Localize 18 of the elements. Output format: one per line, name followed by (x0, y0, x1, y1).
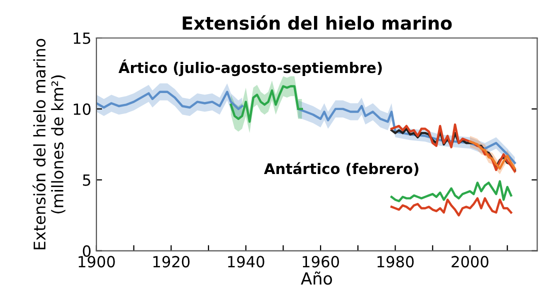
annotation: Ártico (julio-agosto-septiembre) (118, 59, 382, 76)
x-tick-label: 1980 (378, 256, 414, 268)
x-tick-label: 1960 (302, 256, 339, 268)
line-series (230, 85, 303, 123)
y-tick-label: 5 (83, 174, 90, 186)
x-tick-label: 2000 (452, 256, 488, 268)
chart-title: Extensión del hielo marino (182, 15, 452, 30)
x-tick-label: 1940 (228, 256, 264, 268)
x-tick-label: 1900 (78, 256, 115, 268)
annotation: Antártico (febrero) (264, 162, 418, 176)
x-axis-title: Año (300, 272, 332, 285)
y-tick-label: 10 (74, 103, 91, 115)
y-tick-label: 15 (74, 32, 90, 44)
y-axis-title: Extensión del hielo marino (millones de km²) (32, 38, 66, 250)
line-series (390, 197, 512, 216)
line-series (390, 180, 512, 202)
y-tick-label: 0 (82, 245, 91, 257)
x-tick-label: 1920 (153, 256, 190, 268)
